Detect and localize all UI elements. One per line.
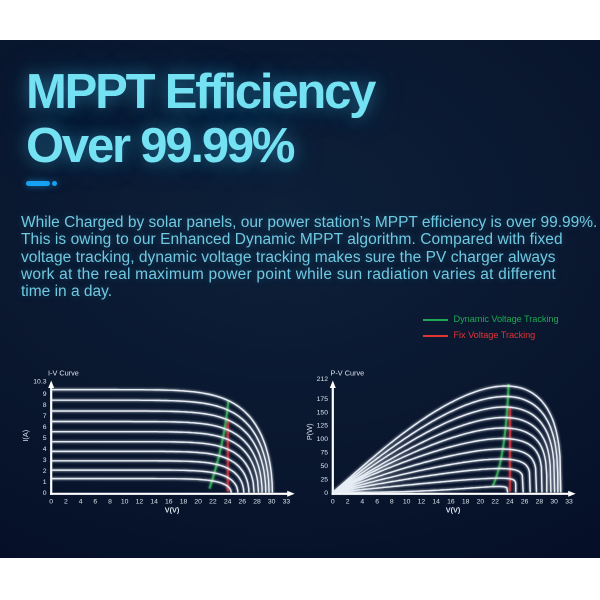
svg-text:75: 75 <box>320 450 328 457</box>
svg-text:2: 2 <box>64 499 68 506</box>
svg-text:26: 26 <box>239 499 247 506</box>
svg-text:12: 12 <box>136 499 144 506</box>
svg-text:18: 18 <box>180 499 188 506</box>
svg-text:33: 33 <box>283 499 291 506</box>
svg-text:V(V): V(V) <box>446 506 461 515</box>
svg-text:10: 10 <box>403 499 411 506</box>
svg-text:I-V Curve: I-V Curve <box>48 369 79 378</box>
svg-text:212: 212 <box>317 376 329 383</box>
svg-text:33: 33 <box>565 499 573 506</box>
svg-text:28: 28 <box>536 499 544 506</box>
svg-text:6: 6 <box>93 499 97 506</box>
svg-text:30: 30 <box>550 499 558 506</box>
svg-text:14: 14 <box>432 499 440 506</box>
svg-text:4: 4 <box>79 499 83 506</box>
svg-text:V(V): V(V) <box>165 506 180 515</box>
svg-text:25: 25 <box>320 477 328 484</box>
svg-text:0: 0 <box>324 490 328 497</box>
svg-text:10.3: 10.3 <box>33 379 46 386</box>
svg-text:0: 0 <box>43 490 47 497</box>
svg-text:20: 20 <box>477 499 485 506</box>
svg-text:4: 4 <box>43 446 47 453</box>
svg-text:50: 50 <box>320 463 328 470</box>
svg-text:18: 18 <box>462 499 470 506</box>
svg-text:24: 24 <box>224 499 232 506</box>
svg-text:16: 16 <box>165 499 173 506</box>
svg-text:26: 26 <box>521 499 529 506</box>
svg-text:8: 8 <box>390 499 394 506</box>
svg-text:8: 8 <box>43 402 47 409</box>
svg-text:125: 125 <box>317 423 329 430</box>
svg-text:9: 9 <box>43 391 47 398</box>
svg-text:5: 5 <box>43 435 47 442</box>
svg-text:28: 28 <box>253 499 261 506</box>
svg-text:I(A): I(A) <box>21 430 30 442</box>
svg-text:22: 22 <box>491 499 499 506</box>
svg-text:1: 1 <box>43 479 47 486</box>
svg-text:P(W): P(W) <box>305 423 314 440</box>
svg-text:8: 8 <box>108 499 112 506</box>
svg-text:10: 10 <box>121 499 129 506</box>
svg-text:20: 20 <box>194 499 202 506</box>
svg-text:7: 7 <box>43 413 47 420</box>
svg-text:175: 175 <box>317 396 329 403</box>
svg-text:3: 3 <box>43 457 47 464</box>
svg-text:P-V Curve: P-V Curve <box>331 369 365 378</box>
svg-text:6: 6 <box>375 499 379 506</box>
svg-text:2: 2 <box>43 468 47 475</box>
svg-text:30: 30 <box>268 499 276 506</box>
svg-text:0: 0 <box>331 499 335 506</box>
svg-text:24: 24 <box>506 499 514 506</box>
svg-text:150: 150 <box>317 409 329 416</box>
svg-text:2: 2 <box>346 499 350 506</box>
svg-text:6: 6 <box>43 424 47 431</box>
svg-text:0: 0 <box>49 499 53 506</box>
svg-text:14: 14 <box>150 499 158 506</box>
svg-text:100: 100 <box>317 436 329 443</box>
svg-text:4: 4 <box>360 499 364 506</box>
svg-text:16: 16 <box>447 499 455 506</box>
svg-text:22: 22 <box>209 499 217 506</box>
svg-text:12: 12 <box>418 499 426 506</box>
